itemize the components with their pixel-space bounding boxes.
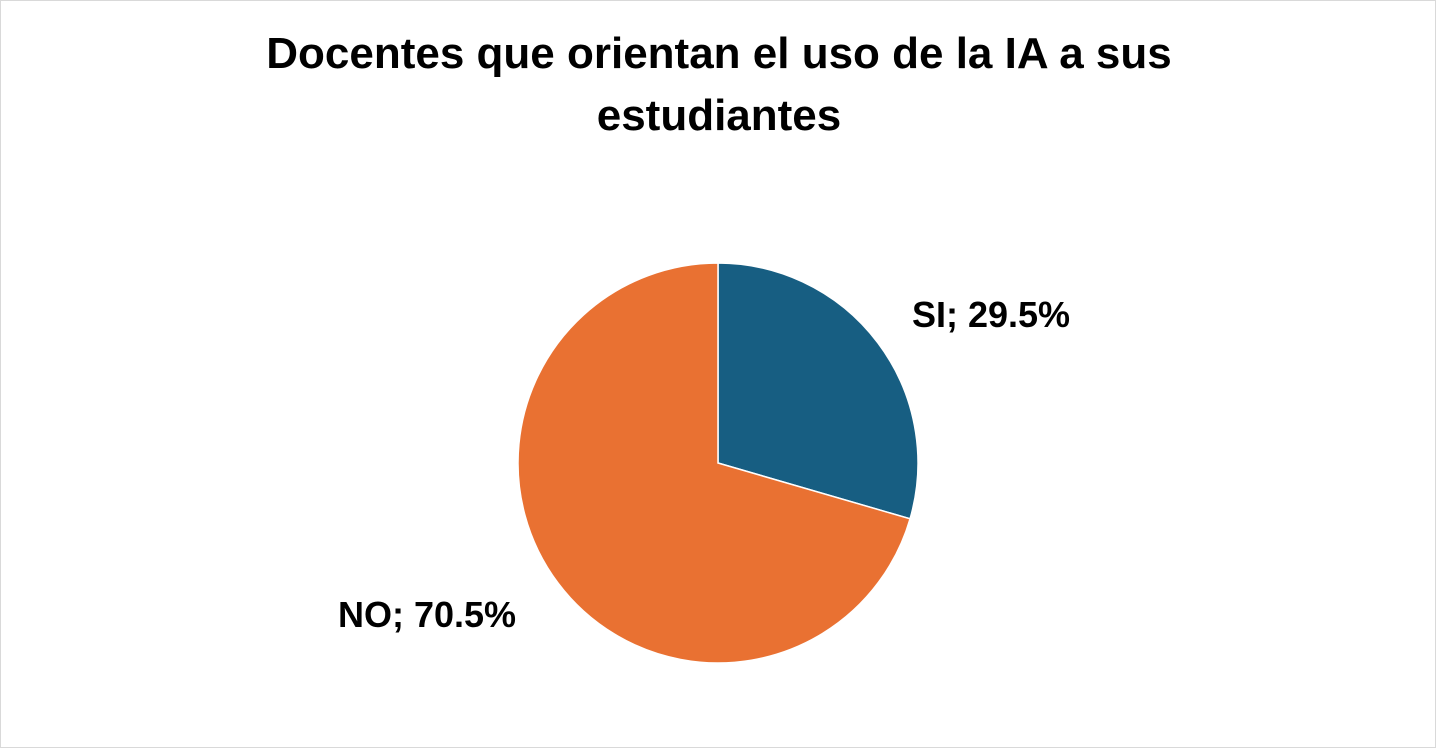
data-label-no: NO; 70.5% [338,594,516,635]
pie-slices [517,262,919,664]
chart-title-line-1: Docentes que orientan el uso de la IA a … [266,29,1172,78]
data-label-si: SI; 29.5% [912,294,1070,335]
chart-title: Docentes que orientan el uso de la IA a … [1,23,1436,147]
pie-data-labels: SI; 29.5% NO; 70.5% [338,294,1070,635]
pie-slice-no [517,262,911,664]
pie-slice-si [717,262,919,520]
chart-title-line-2: estudiantes [596,91,842,140]
